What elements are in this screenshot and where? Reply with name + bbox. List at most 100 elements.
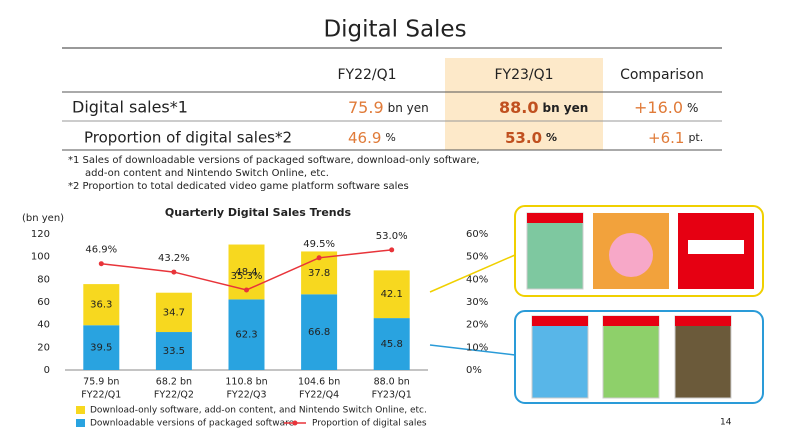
bar-label: 37.8: [308, 268, 330, 279]
cell-value: 46.9: [348, 129, 381, 147]
x-tick-label: FY23/Q1: [372, 390, 412, 401]
line-label: 49.5%: [303, 239, 335, 250]
connector: [429, 344, 516, 356]
page-number: 14: [720, 418, 732, 428]
highlight-column: [445, 58, 603, 150]
line-label: 53.0%: [376, 231, 408, 242]
x-tick-label: FY22/Q1: [81, 390, 121, 401]
bar-label: 48.4: [235, 267, 257, 278]
slide-title: Digital Sales: [323, 17, 466, 43]
bar: [228, 299, 265, 370]
table-cell: 88.0 bn yen: [499, 98, 588, 117]
game-box: [526, 212, 584, 290]
cell-value: 53.0: [505, 129, 542, 147]
y2-tick-label: 40%: [466, 274, 488, 285]
bar-label: 33.5: [163, 346, 185, 357]
y-tick-label: 60: [37, 297, 50, 308]
cell-value: 75.9: [348, 98, 384, 117]
online-logo: [688, 240, 744, 254]
line-label: 46.9%: [85, 245, 117, 256]
x-tick-label: FY22/Q2: [154, 390, 194, 401]
row-label: Digital sales*1: [72, 98, 188, 117]
y-tick-label: 100: [31, 252, 50, 263]
bar: [373, 318, 410, 370]
bar-label: 39.5: [90, 343, 112, 354]
bar: [373, 270, 410, 319]
cell-unit: bn yen: [542, 101, 588, 115]
y2-tick-label: 10%: [466, 342, 488, 353]
y-tick-label: 0: [44, 365, 50, 376]
cell-value: +6.1: [648, 129, 684, 147]
bar-label: 36.3: [90, 300, 112, 311]
total-label: 110.8 bn: [225, 377, 267, 388]
y2-tick-label: 50%: [466, 252, 488, 263]
bar: [155, 292, 192, 333]
legend-swatch: [76, 419, 85, 427]
line-point: [389, 247, 395, 253]
y-tick-label: 120: [31, 229, 50, 240]
legend-label: Proportion of digital sales: [312, 419, 427, 429]
chart-title: Quarterly Digital Sales Trends: [165, 206, 352, 219]
table-cell: +16.0%: [634, 98, 698, 117]
total-label: 75.9 bn: [83, 377, 119, 388]
y2-tick-label: 0%: [466, 365, 482, 376]
game-art-detail: [609, 233, 653, 277]
cell-unit: %: [687, 101, 698, 115]
y2-tick-label: 20%: [466, 320, 488, 331]
game-box: [602, 315, 660, 399]
x-tick-label: FY22/Q3: [226, 390, 266, 401]
line-point: [316, 255, 322, 261]
column-header: Comparison: [620, 67, 704, 83]
y-tick-label: 40: [37, 320, 50, 331]
legend-swatch: [76, 406, 85, 414]
line-point: [171, 269, 177, 275]
table-cell: 53.0%: [505, 129, 557, 147]
box-header: [527, 213, 583, 223]
footnote: *1 Sales of downloadable versions of pac…: [68, 155, 480, 166]
y-tick-label: 80: [37, 274, 50, 285]
table-cell: +6.1 pt.: [648, 129, 703, 147]
cell-unit: %: [385, 131, 395, 144]
legend-label: Download-only software, add-on content, …: [90, 406, 427, 416]
legend-label: Downloadable versions of packaged softwa…: [90, 419, 295, 429]
box-header: [675, 316, 731, 326]
legend-swatch: [292, 420, 298, 426]
bar: [301, 294, 338, 370]
y2-tick-label: 30%: [466, 297, 488, 308]
row-label: Proportion of digital sales*2: [84, 129, 292, 147]
bar: [83, 284, 120, 326]
bar: [83, 325, 120, 370]
game-box: [531, 315, 589, 399]
cell-unit: bn yen: [388, 101, 429, 115]
game-box: [674, 315, 732, 399]
bar-label: 34.7: [163, 307, 185, 318]
bar: [155, 332, 192, 370]
box-header: [603, 316, 659, 326]
cell-unit: pt.: [688, 131, 703, 144]
bar-label: 66.8: [308, 327, 330, 338]
cell-value: +16.0: [634, 98, 683, 117]
bar-label: 45.8: [381, 339, 403, 350]
table-cell: 75.9 bn yen: [348, 98, 429, 117]
footnote: add-on content and Nintendo Switch Onlin…: [85, 168, 329, 179]
bar-label: 42.1: [381, 289, 403, 300]
table-cell: 46.9%: [348, 129, 396, 147]
line-point: [244, 287, 249, 293]
x-tick-label: FY22/Q4: [299, 390, 339, 401]
bar-label: 62.3: [235, 330, 257, 341]
y-tick-label: 20: [37, 342, 50, 353]
y-axis-label: (bn yen): [22, 213, 64, 224]
footnote: *2 Proportion to total dedicated video g…: [68, 181, 409, 192]
box-header: [532, 316, 588, 326]
y2-tick-label: 60%: [466, 229, 488, 240]
cell-unit: %: [546, 131, 557, 144]
column-header: FY22/Q1: [337, 67, 396, 83]
line-label: 43.2%: [158, 253, 190, 264]
connector: [429, 254, 516, 293]
cell-value: 88.0: [499, 98, 538, 117]
total-label: 88.0 bn: [374, 377, 410, 388]
line-point: [98, 261, 104, 267]
line-label: 35.3%: [231, 271, 263, 282]
total-label: 68.2 bn: [156, 377, 192, 388]
